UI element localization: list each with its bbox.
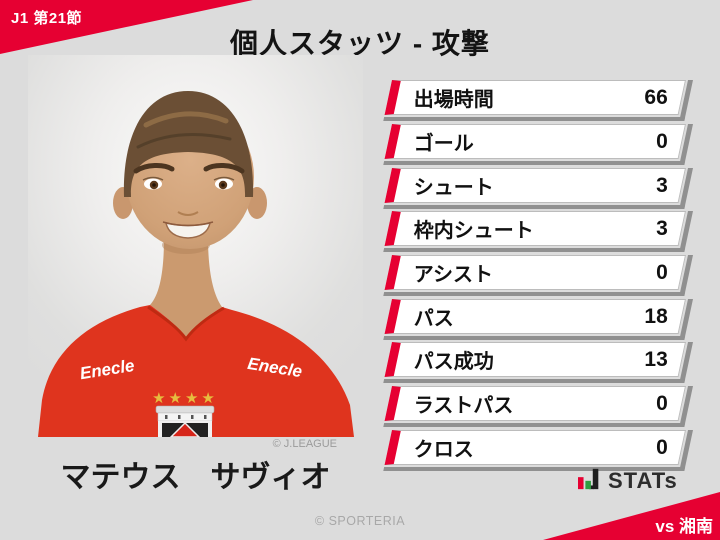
eyebrow-left — [133, 163, 175, 174]
stat-row-assists: アシスト 0 — [384, 255, 686, 290]
stat-label: 出場時間 — [413, 89, 494, 111]
stat-row-key-passes: ラストパス 0 — [384, 386, 686, 421]
stat-value: 3 — [656, 173, 668, 197]
player-neck — [150, 237, 222, 338]
jersey-stars-icon: ★★★★ — [152, 389, 218, 407]
stat-row-minutes: 出場時間 66 — [384, 80, 686, 115]
stat-label: シュート — [413, 177, 494, 199]
stat-label: ゴール — [413, 133, 474, 155]
stat-label: アシスト — [413, 264, 493, 286]
stat-value: 0 — [656, 260, 668, 284]
sporteria-copyright: © SPORTERIA — [314, 514, 406, 528]
hair-shade — [136, 133, 232, 149]
stat-row-passes: パス 18 — [384, 299, 686, 334]
player-photo: Enecle Enecle ★★★★ — [28, 55, 363, 437]
stat-value: 0 — [656, 435, 668, 459]
eyebrow-right — [203, 163, 245, 174]
stat-value: 3 — [656, 216, 668, 240]
jersey-collar — [147, 305, 225, 342]
stat-row-goals: ゴール 0 — [384, 124, 686, 159]
stat-value: 66 — [644, 85, 668, 109]
stat-row-crosses: クロス 0 — [384, 430, 686, 465]
player-jersey — [38, 305, 354, 437]
stats-bar-chart-icon — [578, 468, 599, 490]
stat-label: パス — [413, 308, 454, 330]
stat-label: パス成功 — [413, 351, 494, 373]
stat-label: ラストパス — [413, 395, 514, 417]
stat-value: 18 — [644, 304, 668, 328]
stats-logo-text: STATs — [608, 468, 678, 493]
stat-label: 枠内シュート — [413, 220, 534, 242]
stat-value: 0 — [656, 129, 668, 153]
photo-credit: © J.LEAGUE — [272, 438, 337, 450]
stat-row-shots: シュート 3 — [384, 168, 686, 203]
hair-highlight — [143, 111, 229, 128]
stat-value: 13 — [644, 347, 668, 371]
page-title: 個人スタッツ - 攻撃 — [230, 28, 490, 59]
player-portrait-graphic: Enecle Enecle ★★★★ — [28, 55, 363, 437]
stat-label: クロス — [413, 439, 474, 461]
stat-row-passes-completed: パス成功 13 — [384, 342, 686, 377]
club-crest-icon — [155, 405, 215, 437]
versus-label: vs 湘南 — [655, 517, 713, 536]
nose — [177, 211, 199, 216]
stat-value: 0 — [656, 391, 668, 415]
player-name: マテウス サヴィオ — [60, 461, 331, 494]
stats-logo: STATs — [578, 466, 678, 492]
stat-row-shots-on-target: 枠内シュート 3 — [384, 211, 686, 246]
round-badge-label: J1 第21節 — [11, 10, 83, 27]
